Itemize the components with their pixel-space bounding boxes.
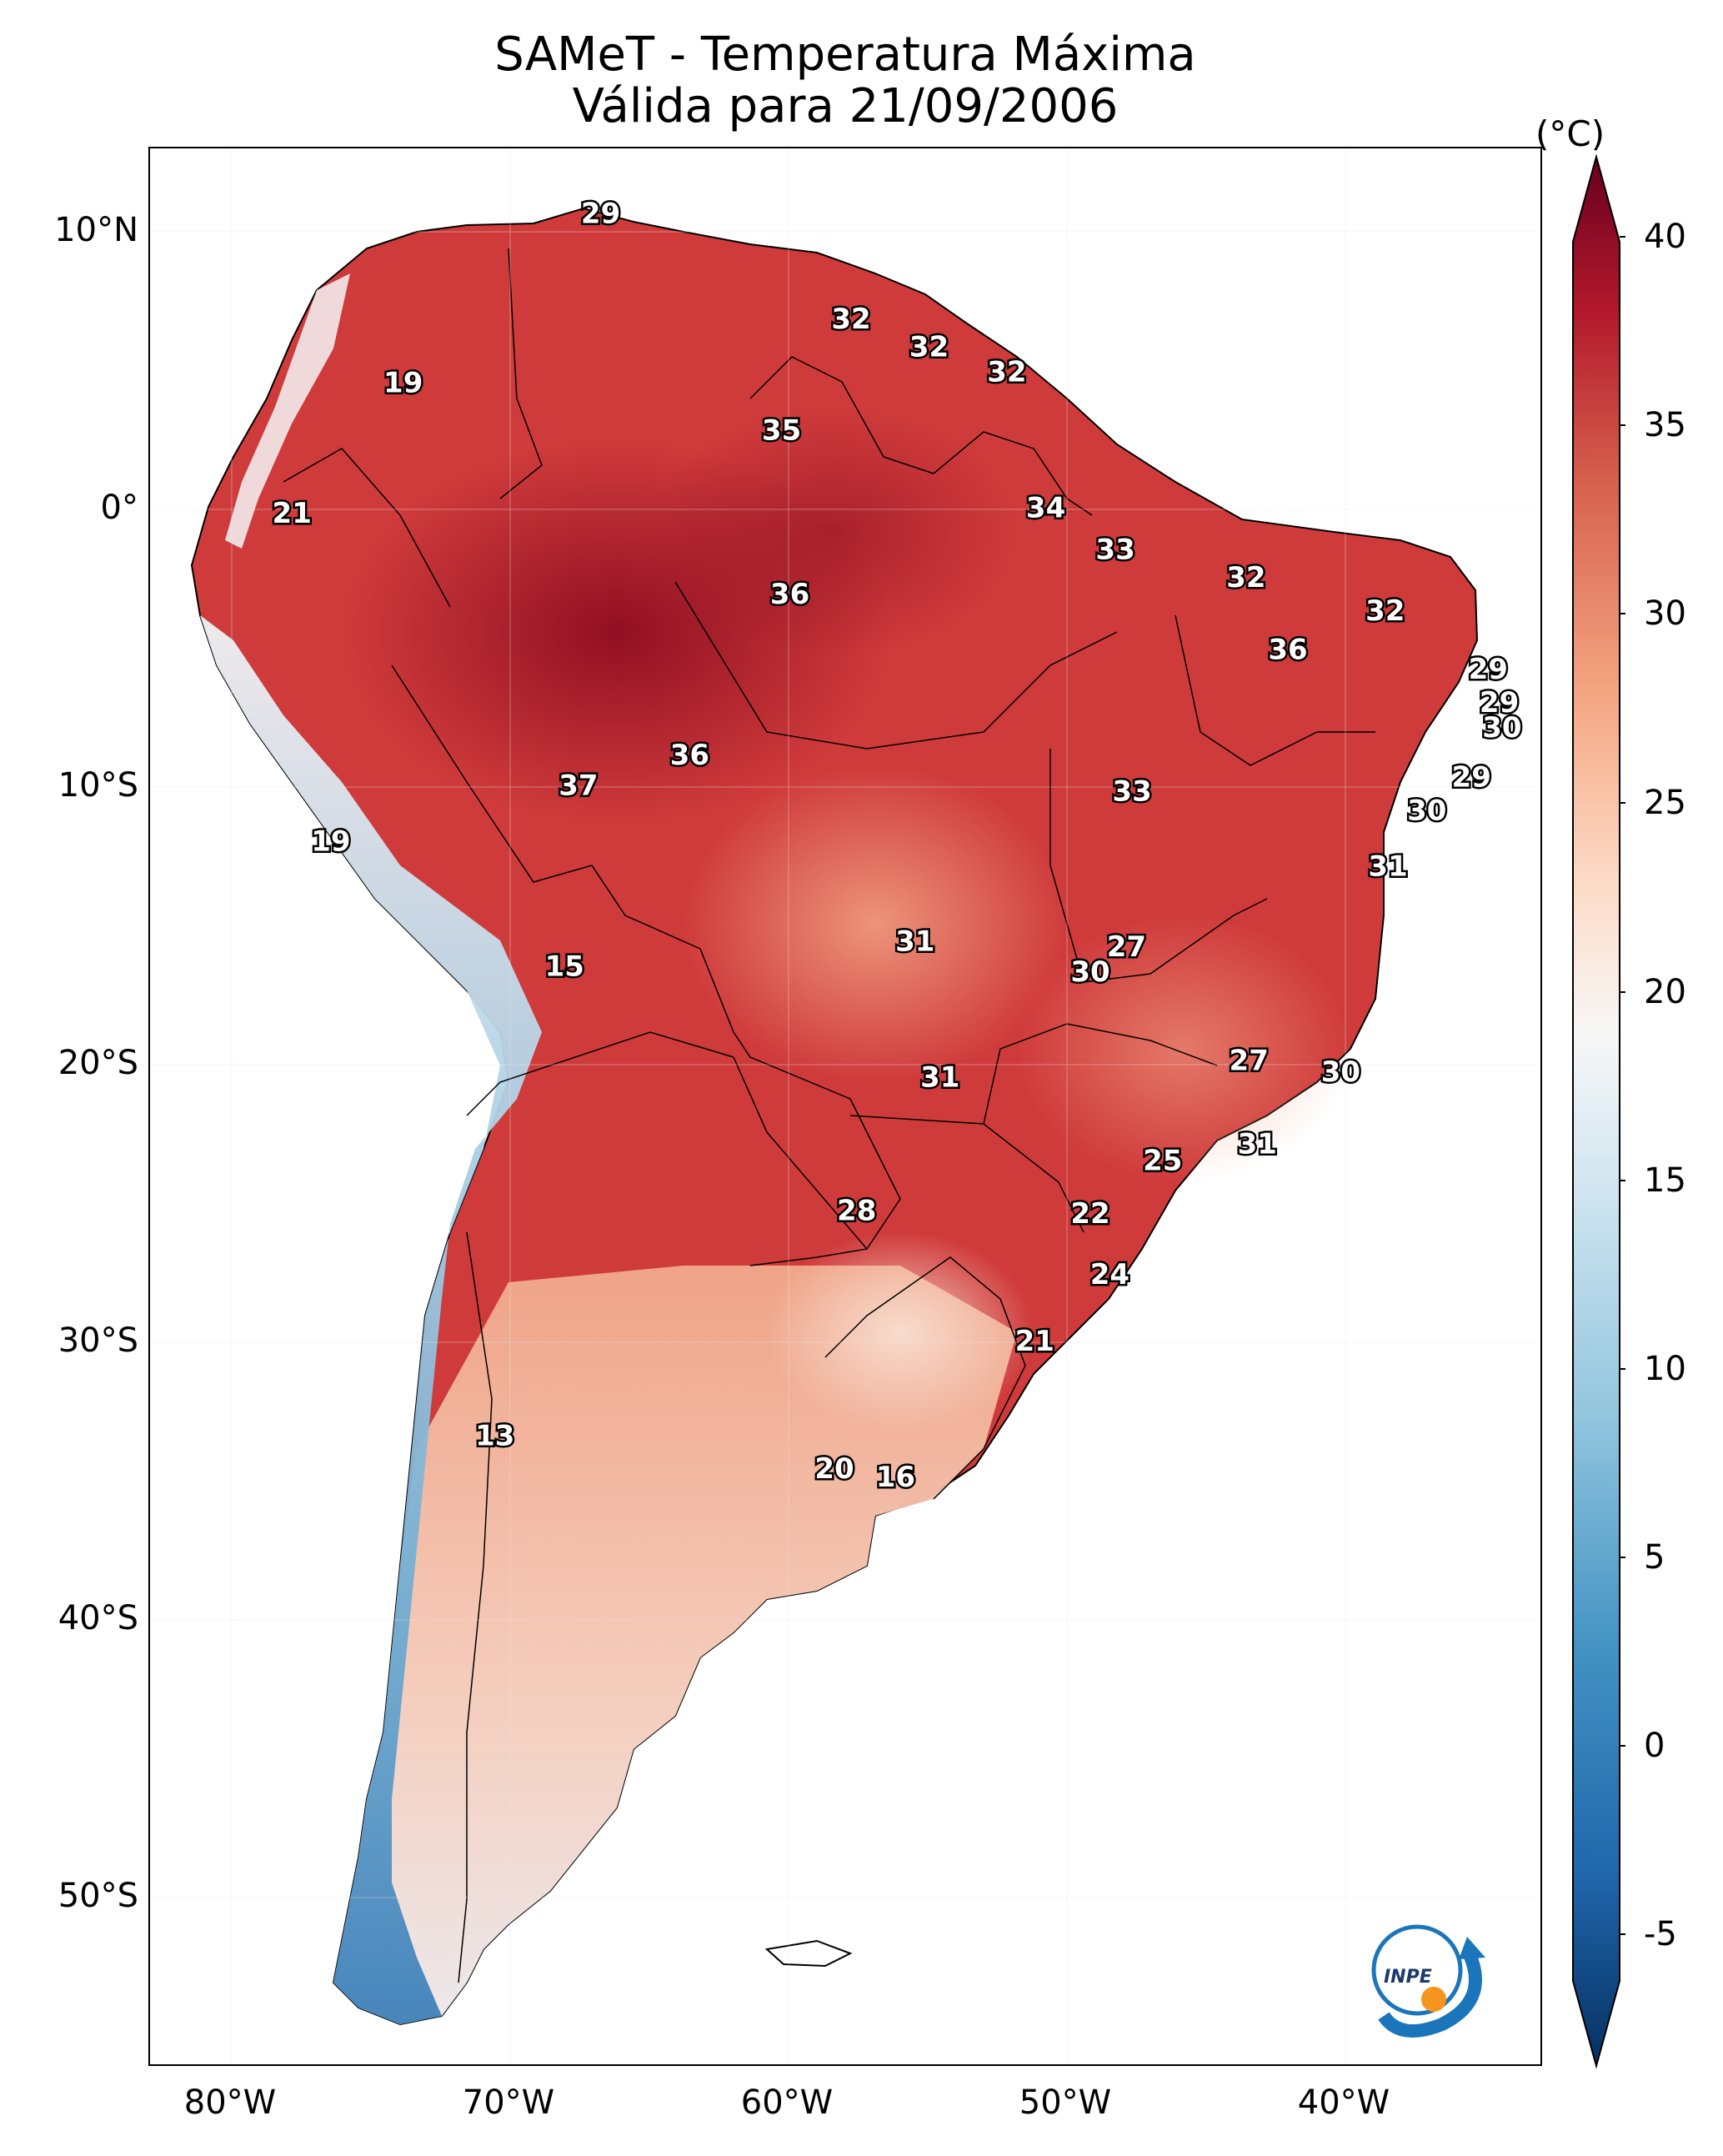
lon-tick-70W: 70°W — [462, 2083, 555, 2122]
colorbar-tick-25: 25 — [1644, 784, 1686, 822]
lat-tick-0: 0° — [100, 489, 138, 527]
map-title: SAMeT - Temperatura Máxima — [494, 28, 1196, 82]
inpe-logo-text: INPE — [1384, 1967, 1432, 1988]
andes-north-strip — [225, 273, 350, 549]
cool-zone-uruguay — [767, 1232, 1034, 1432]
station-label: 21 — [1015, 1325, 1054, 1358]
graticule — [150, 148, 1540, 2064]
inpe-logo: INPE — [1371, 1924, 1485, 2038]
station-label: 32 — [1365, 594, 1405, 628]
lon-tick-50W: 50°W — [1019, 2083, 1112, 2122]
station-label: 29 — [581, 198, 620, 231]
station-label: 22 — [1070, 1197, 1109, 1231]
lon-tick-40W: 40°W — [1297, 2083, 1390, 2122]
station-label: 29 — [1469, 653, 1508, 686]
station-label: 30 — [1407, 795, 1446, 828]
lat-tick-50S: 50°S — [58, 1877, 138, 1915]
lat-tick-30S: 30°S — [58, 1321, 138, 1360]
lat-tick-10N: 10°N — [54, 211, 138, 249]
station-label: 15 — [545, 950, 584, 983]
andes-cold-strip — [200, 615, 542, 2024]
lat-tick-20S: 20°S — [58, 1044, 138, 1082]
cool-zone-southeast — [1017, 915, 1350, 1182]
lon-tick-80W: 80°W — [183, 2083, 277, 2122]
colorbar-tick-35: 35 — [1644, 406, 1686, 444]
station-label: 16 — [876, 1461, 915, 1494]
station-label: 20 — [814, 1452, 854, 1486]
station-label: 13 — [475, 1419, 514, 1452]
station-label: 33 — [1095, 534, 1134, 567]
station-label: 30 — [1321, 1055, 1360, 1089]
south-cone-field — [333, 1266, 1017, 2024]
station-label: 34 — [1026, 492, 1065, 525]
station-label: 29 — [1480, 686, 1519, 720]
station-label: 31 — [1368, 850, 1407, 883]
station-label: 32 — [1226, 561, 1265, 594]
station-label: 30 — [1482, 711, 1521, 745]
station-label: 32 — [987, 355, 1026, 389]
station-label: 27 — [1230, 1045, 1269, 1078]
colorbar-tick-10: 10 — [1644, 1350, 1686, 1388]
cool-zone-central — [684, 765, 1067, 1082]
station-label: 31 — [895, 925, 934, 958]
colorbar-tick-0: 0 — [1644, 1727, 1665, 1765]
station-label: 37 — [558, 770, 598, 803]
lat-tick-10S: 10°S — [58, 766, 138, 805]
station-label: 32 — [831, 303, 870, 336]
colorbar-tick-30: 30 — [1644, 594, 1686, 633]
colorbar — [1572, 153, 1625, 2069]
colorbar-ticks — [1620, 236, 1625, 1935]
station-label: 36 — [770, 578, 809, 611]
station-label: 36 — [670, 739, 709, 772]
station-label: 25 — [1143, 1145, 1182, 1178]
station-label: 31 — [1238, 1128, 1277, 1161]
station-label: 36 — [1268, 634, 1307, 667]
station-label: 35 — [762, 414, 801, 447]
heat-core-north — [650, 407, 1017, 657]
colorbar-tick-20: 20 — [1644, 973, 1686, 1011]
colorbar-unit: (°C) — [1535, 113, 1605, 154]
station-label: 29 — [1452, 761, 1491, 795]
station-label: 32 — [909, 330, 949, 364]
falkland-islands — [764, 1939, 853, 1968]
station-label: 28 — [837, 1194, 876, 1227]
colorbar-gradient — [1572, 153, 1620, 2069]
station-label: 31 — [920, 1061, 959, 1095]
station-label: 19 — [311, 825, 350, 858]
country-borders — [283, 248, 1375, 1983]
map-panel: 29 19 32 32 32 35 21 34 33 36 32 32 36 29 29 30 36 37 29 33… — [148, 147, 1542, 2066]
colorbar-tick-5: 5 — [1644, 1538, 1665, 1577]
station-label: 33 — [1112, 775, 1151, 808]
station-label: 21 — [273, 497, 312, 530]
colorbar-tick-minus5: -5 — [1644, 1915, 1677, 1953]
colorbar-tick-15: 15 — [1644, 1161, 1686, 1200]
lat-tick-40S: 40°S — [58, 1599, 138, 1637]
station-label: 24 — [1090, 1258, 1129, 1291]
station-label: 27 — [1107, 930, 1146, 964]
lon-tick-60W: 60°W — [740, 2083, 834, 2122]
station-label: 19 — [383, 367, 423, 400]
map-subtitle: Válida para 21/09/2006 — [572, 79, 1119, 133]
station-label: 30 — [1070, 955, 1109, 989]
colorbar-tick-40: 40 — [1644, 218, 1686, 256]
